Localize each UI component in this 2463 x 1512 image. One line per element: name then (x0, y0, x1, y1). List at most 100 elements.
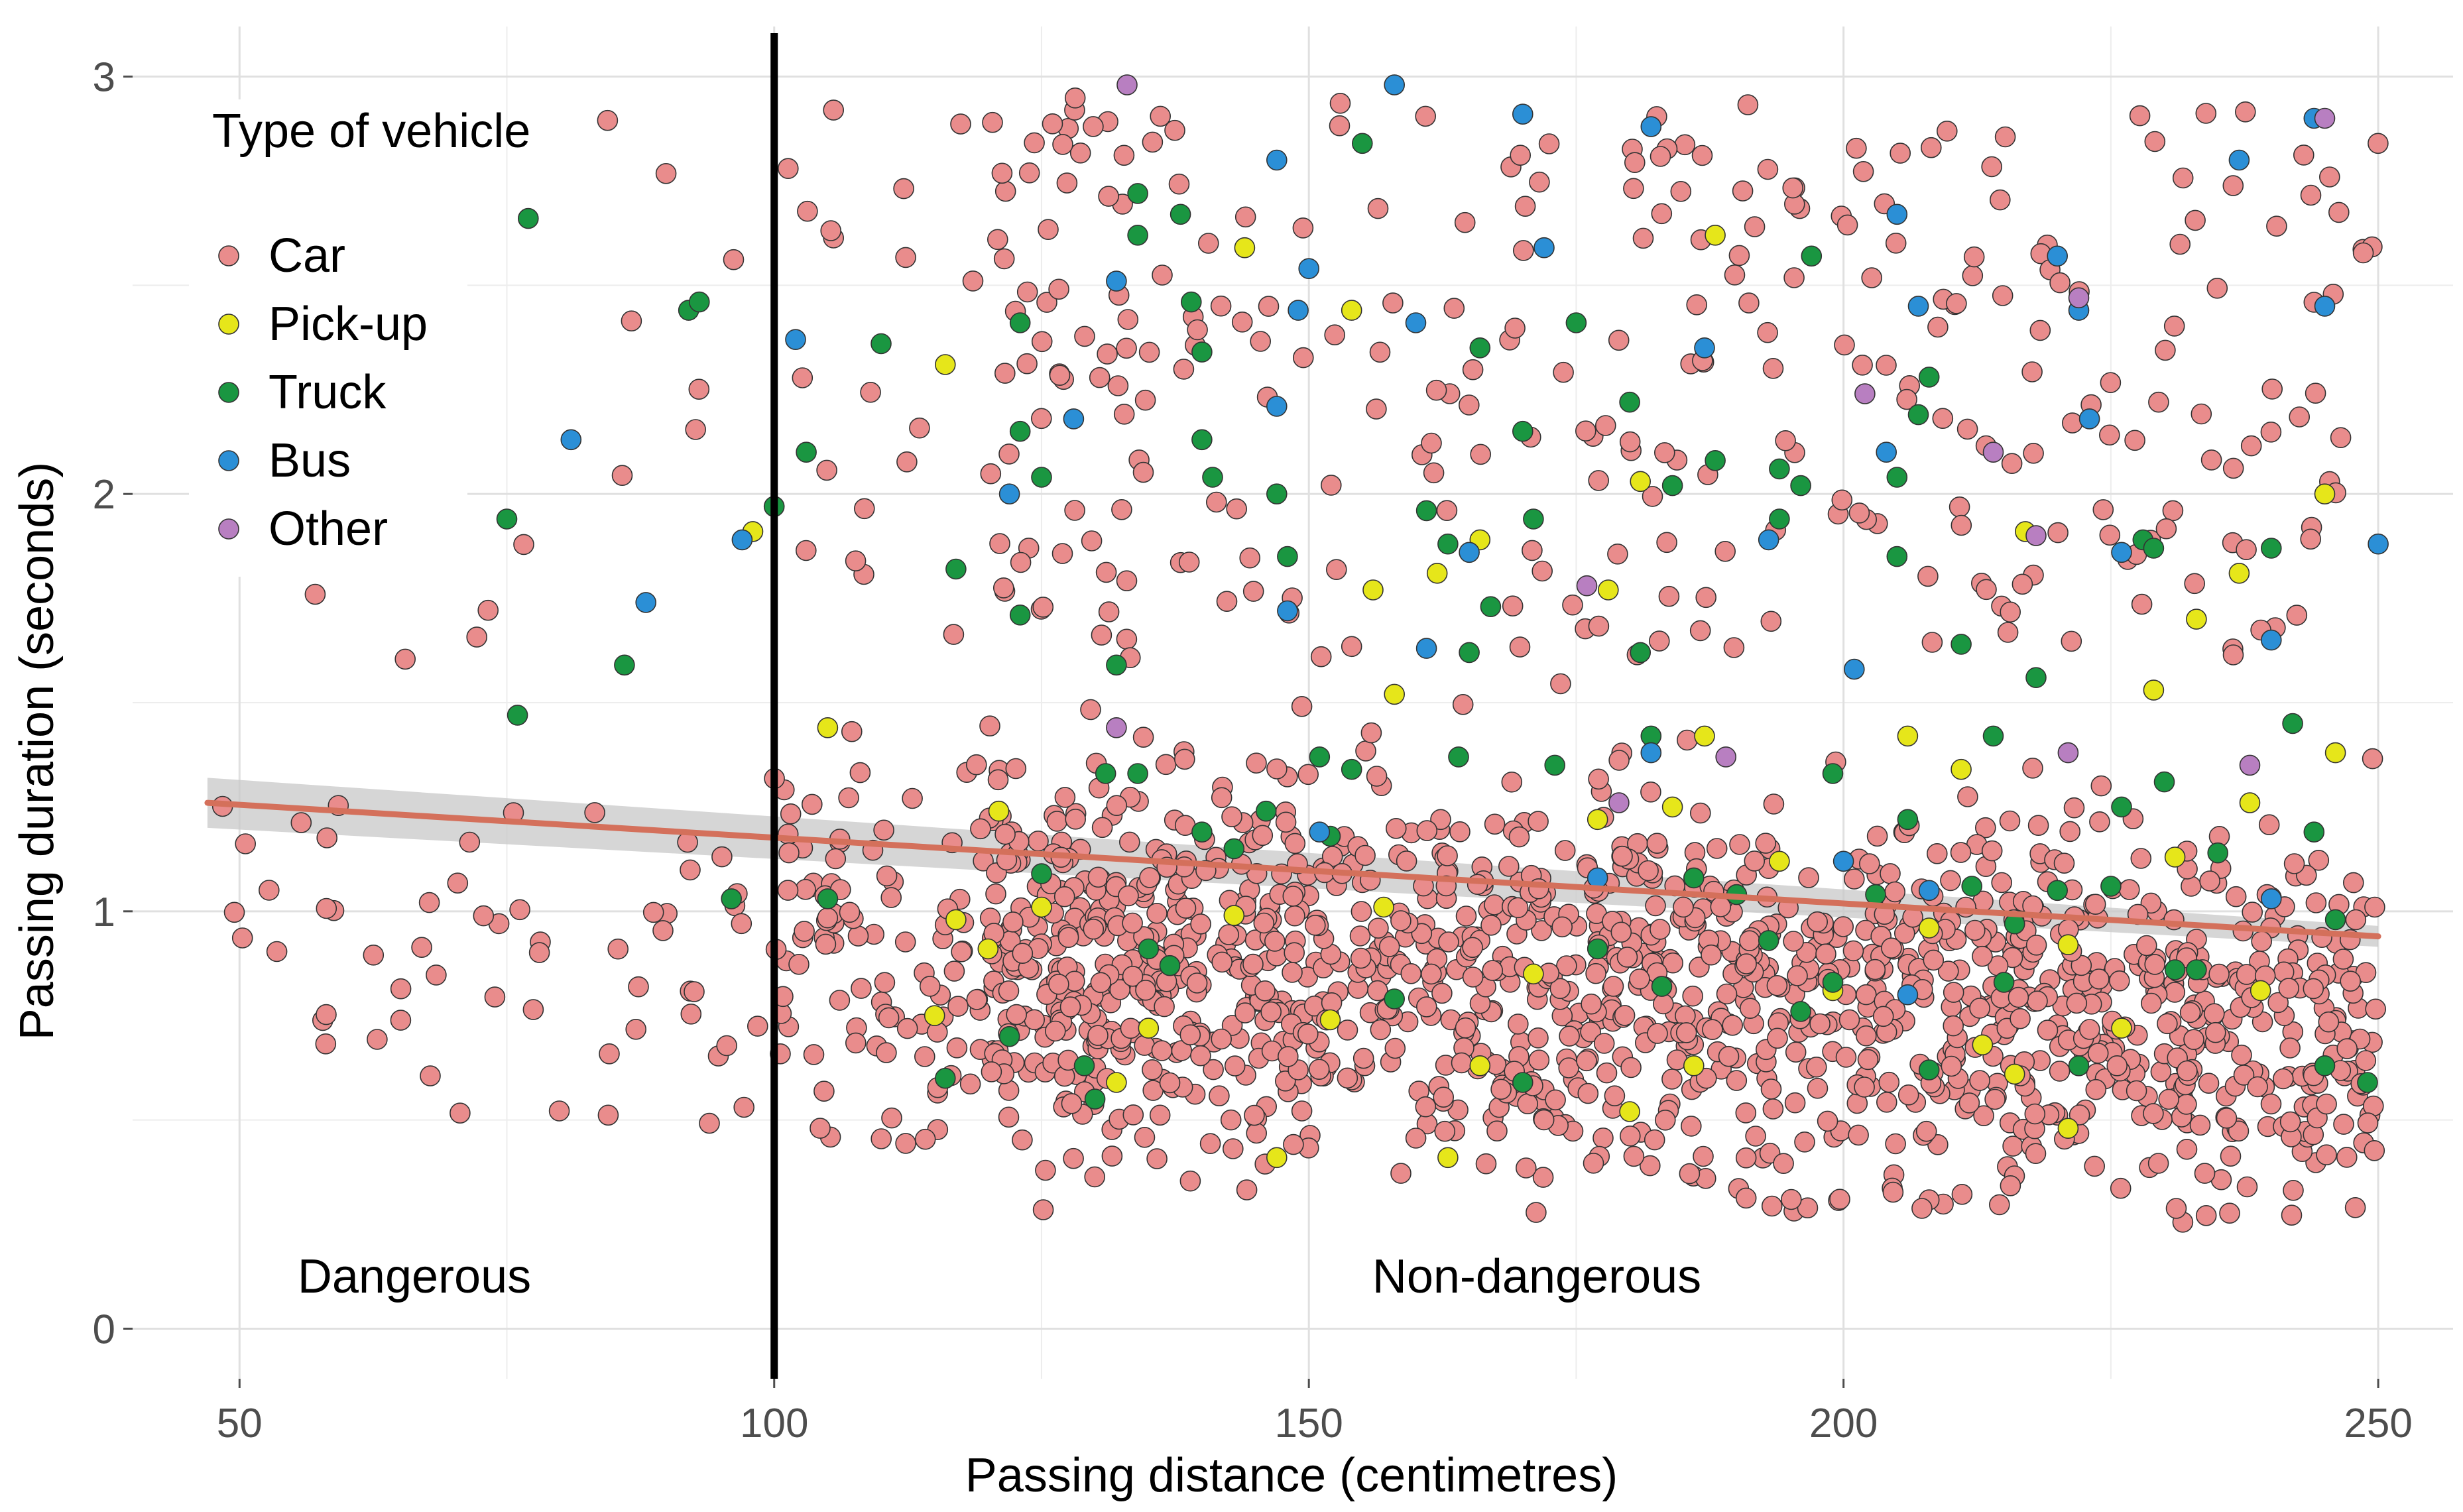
data-point-car (1881, 937, 1902, 959)
data-point-car (1423, 462, 1445, 484)
data-point-car (982, 111, 1003, 133)
data-point-car (316, 1004, 337, 1025)
data-point-car (2258, 814, 2280, 835)
data-point-car (914, 1128, 936, 1150)
data-point-car (315, 1033, 337, 1055)
data-point-truck (1170, 204, 1191, 225)
data-point-car (1981, 156, 2002, 178)
data-point-other (1608, 792, 1630, 813)
x-tick-label: 250 (2344, 1401, 2412, 1446)
data-point-car (1284, 905, 1305, 927)
data-point-car (1210, 295, 1232, 317)
data-point-pick-up (1661, 796, 1683, 818)
data-point-car (1576, 1050, 1597, 1072)
data-point-car (2228, 1120, 2250, 1142)
data-point-car (1199, 1133, 1221, 1154)
data-point-car (1545, 1089, 1566, 1111)
data-point-car (1106, 795, 1128, 816)
data-point-car (1829, 1189, 1850, 1210)
y-tick-label: 2 (93, 472, 115, 518)
data-point-car (2283, 1180, 2304, 1201)
data-point-car (1223, 1138, 1244, 1159)
data-point-truck (2068, 1055, 2090, 1076)
data-point-car (2240, 435, 2262, 457)
data-point-truck (1982, 725, 2004, 747)
data-point-car (878, 1007, 900, 1029)
data-point-car (1149, 1104, 1171, 1126)
data-point-car (1116, 570, 1138, 592)
data-point-car (2037, 1019, 2059, 1041)
data-point-car (1522, 540, 1543, 561)
data-point-car (2157, 1013, 2178, 1035)
data-point-car (1221, 806, 1242, 827)
data-point-car (1517, 1093, 1538, 1114)
data-point-car (1006, 1004, 1027, 1025)
data-point-car (1807, 1078, 1829, 1099)
data-point-pick-up (1619, 1101, 1640, 1122)
data-point-car (1950, 842, 1972, 863)
data-point-bus (1309, 821, 1331, 843)
data-point-pick-up (1223, 905, 1245, 926)
data-point-car (2319, 166, 2340, 188)
data-point-car (951, 941, 972, 962)
data-point-truck (1918, 367, 1940, 388)
data-point-car (2158, 1088, 2179, 1110)
data-point-car (2219, 1202, 2240, 1224)
data-point-car (2368, 133, 2389, 154)
data-point-car (1154, 996, 1175, 1018)
data-point-car (1951, 514, 1972, 536)
data-point-car (1087, 1025, 1109, 1046)
data-point-car (1675, 1022, 1697, 1043)
data-point-car (2352, 242, 2374, 264)
data-point-car (2303, 978, 2324, 1000)
data-point-car (1142, 1059, 1163, 1080)
data-point-car (1326, 559, 1347, 581)
data-point-car (2189, 1114, 2211, 1136)
data-point-car (652, 920, 674, 941)
data-point-truck (2153, 771, 2175, 793)
data-point-pick-up (1106, 1072, 1127, 1093)
legend-swatch-car (218, 245, 239, 266)
data-point-pick-up (1373, 896, 1394, 918)
data-point-car (947, 996, 969, 1017)
data-point-car (2289, 406, 2310, 428)
data-point-car (2279, 1037, 2301, 1059)
data-point-car (1370, 1019, 1392, 1041)
data-point-car (528, 942, 550, 963)
data-point-car (1783, 931, 1804, 952)
data-point-car (1531, 920, 1552, 941)
data-point-car (1012, 1129, 1033, 1151)
data-point-truck (1255, 800, 1277, 822)
legend: Type of vehicle Car Pick-up Truck Bus Other (189, 99, 530, 577)
data-point-pick-up (2164, 846, 2186, 868)
x-axis-title: Passing distance (centimetres) (965, 1449, 1618, 1502)
data-point-pick-up (1598, 579, 1619, 601)
data-point-car (1211, 787, 1232, 809)
data-point-other (2314, 107, 2336, 129)
data-point-car (1260, 1001, 1282, 1023)
data-point-car (2109, 970, 2130, 992)
data-point-car (1430, 809, 1451, 831)
data-point-car (1368, 917, 1389, 939)
data-point-car (1341, 636, 1362, 658)
data-point-car (815, 933, 837, 955)
data-point-car (950, 113, 971, 135)
data-point-truck (1031, 863, 1052, 884)
data-point-car (1593, 1033, 1615, 1054)
axes: 50 100 150 200 250 0 1 2 3 (93, 55, 2413, 1446)
data-point-car (1061, 1093, 1083, 1114)
data-point-bus (2111, 542, 2132, 563)
data-point-car (1787, 965, 1808, 986)
data-point-car (1443, 298, 1465, 319)
data-point-truck (1769, 508, 1790, 530)
data-point-car (1507, 897, 1529, 919)
data-point-car (1528, 1027, 1549, 1049)
data-point-bus (1277, 600, 1298, 622)
data-point-car (1032, 597, 1054, 618)
data-point-car (2092, 499, 2114, 520)
data-point-truck (2186, 959, 2207, 980)
data-point-car (688, 378, 710, 400)
data-point-car (2022, 758, 2043, 779)
data-point-car (1729, 834, 1750, 855)
data-point-car (680, 1004, 702, 1025)
